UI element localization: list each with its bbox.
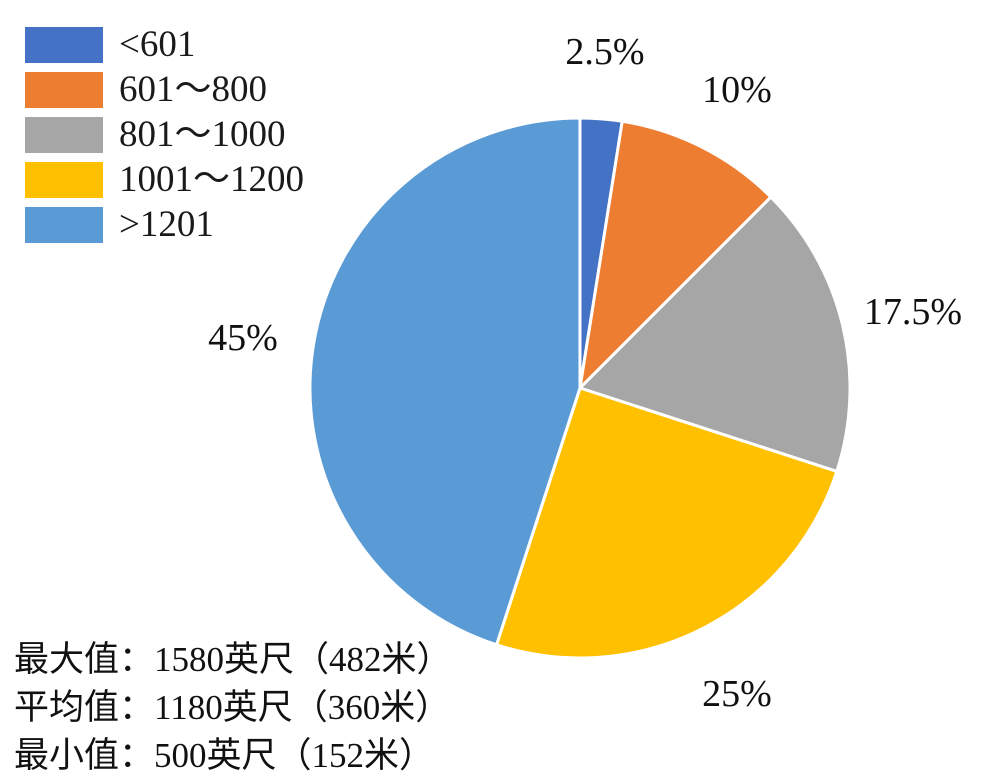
pie-chart xyxy=(308,116,852,660)
slice-percent-label: 25% xyxy=(702,673,772,715)
legend-swatch xyxy=(25,27,103,63)
pie-slice-1 xyxy=(578,119,773,390)
slice-percent-label: 45% xyxy=(208,317,278,359)
legend-label: 601～800 xyxy=(119,69,267,110)
stat-mean: 平均值：1180英尺（360米） xyxy=(14,688,451,727)
legend-swatch xyxy=(25,72,103,108)
legend-label: 801～1000 xyxy=(119,114,286,155)
slice-percent-label: 10% xyxy=(702,69,772,111)
pie-slice-4 xyxy=(308,116,582,647)
pie-slice-2 xyxy=(578,195,852,473)
legend-item: <601 xyxy=(25,24,304,65)
legend-item: 1001～1200 xyxy=(25,159,304,200)
stats-block: 最大值：1580英尺（482米） 平均值：1180英尺（360米） 最小值：50… xyxy=(14,636,452,780)
legend-item: 601～800 xyxy=(25,69,304,110)
legend-swatch xyxy=(25,207,103,243)
legend-label: <601 xyxy=(119,24,196,65)
legend-label: >1201 xyxy=(119,204,214,245)
slice-percent-label: 17.5% xyxy=(863,291,963,333)
legend-swatch xyxy=(25,117,103,153)
legend-item: 801～1000 xyxy=(25,114,304,155)
stat-max: 最大值：1580英尺（482米） xyxy=(14,640,452,679)
legend: <601 601～800 801～1000 1001～1200 >1201 xyxy=(25,24,304,245)
legend-swatch xyxy=(25,162,103,198)
pie-slice-3 xyxy=(495,386,839,660)
legend-label: 1001～1200 xyxy=(119,159,304,200)
legend-item: >1201 xyxy=(25,204,304,245)
slice-percent-label: 2.5% xyxy=(565,31,645,73)
stat-min: 最小值：500英尺（152米） xyxy=(14,736,435,775)
